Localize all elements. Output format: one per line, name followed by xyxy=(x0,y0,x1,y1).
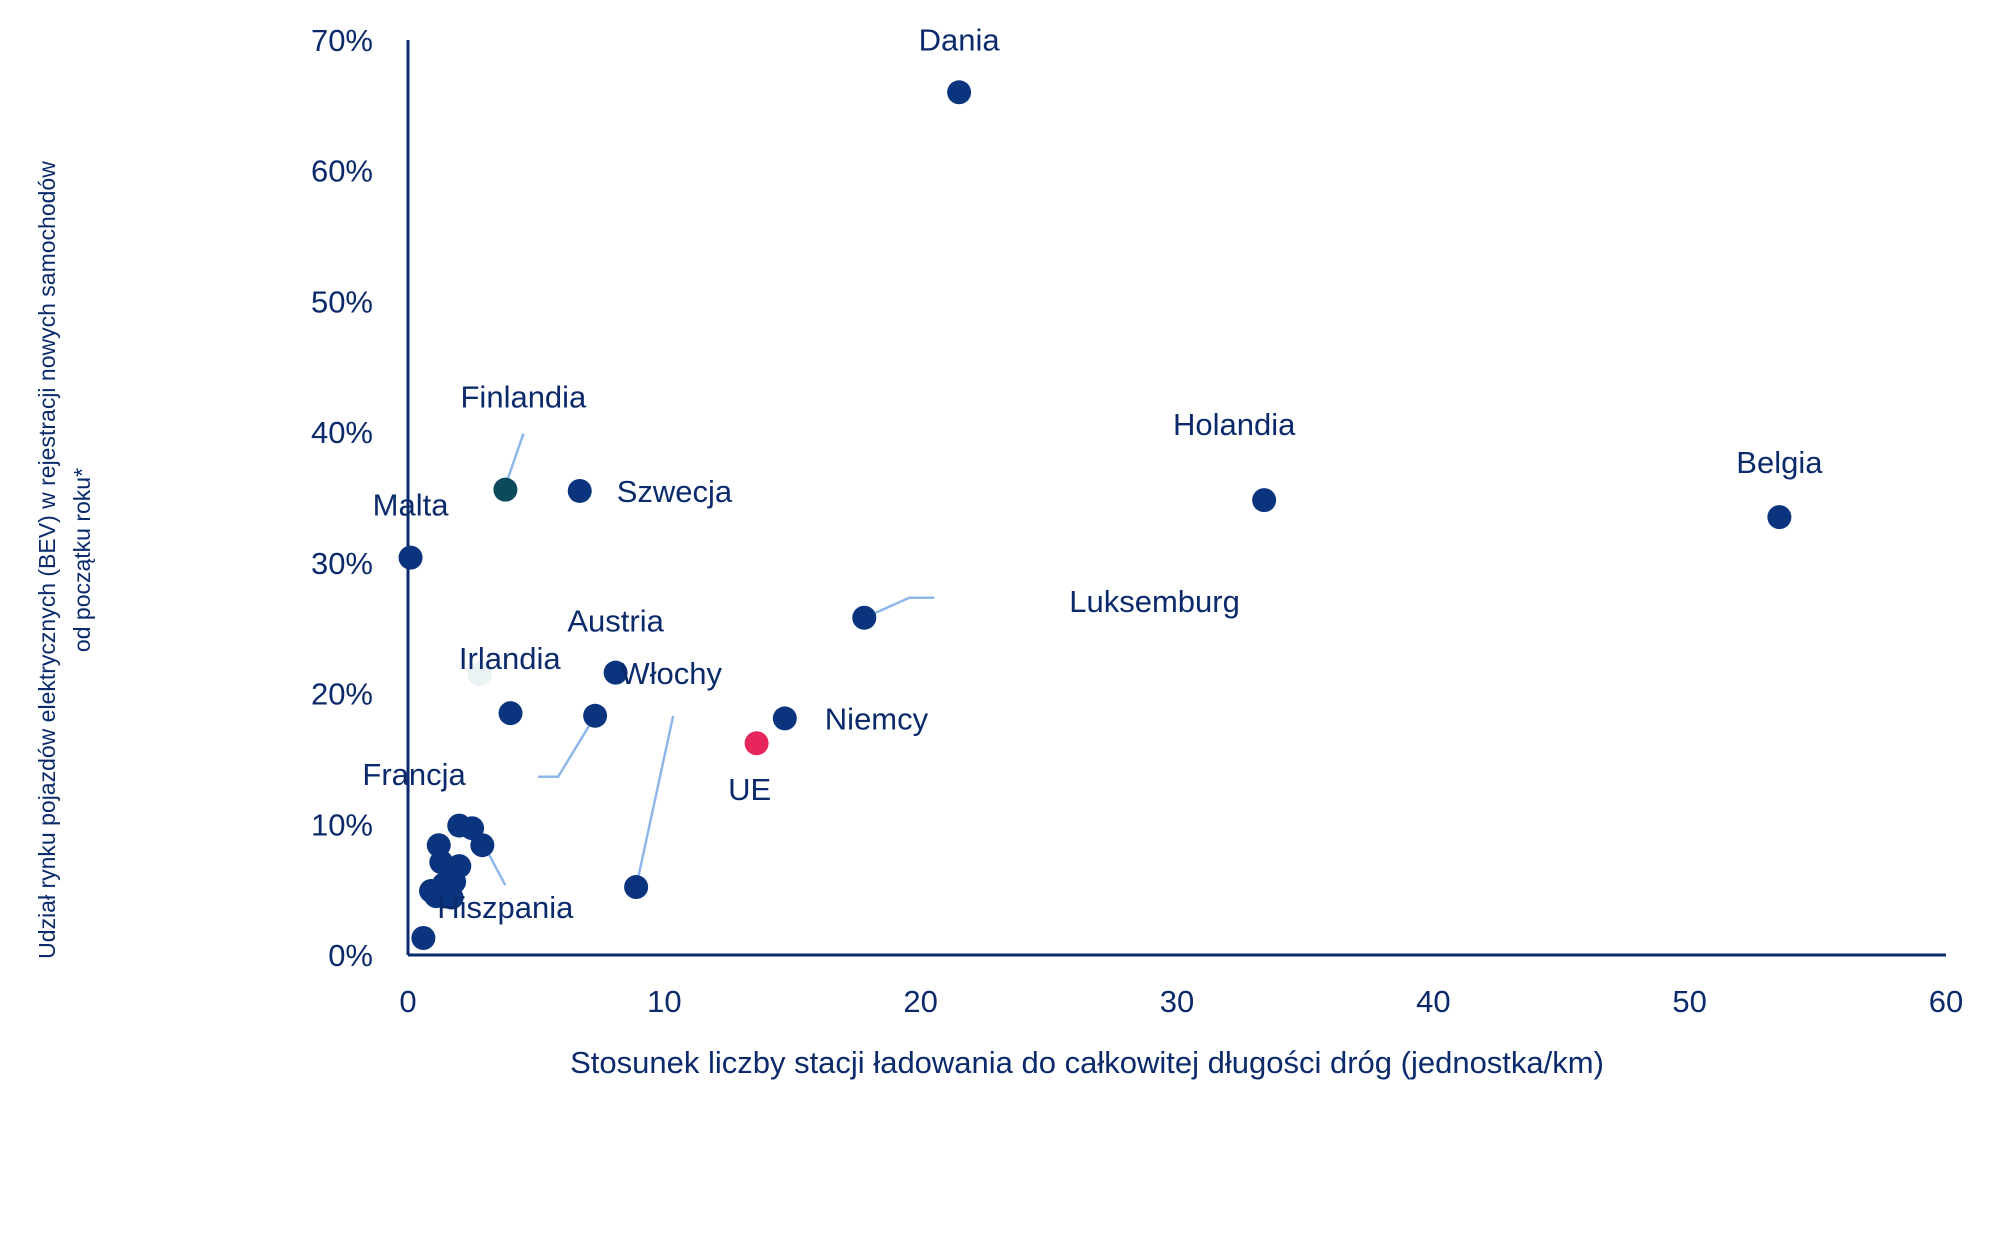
y-tick-label: 10% xyxy=(311,807,373,842)
data-points xyxy=(398,80,1792,951)
y-tick-label: 50% xyxy=(311,284,373,319)
point-label: Dania xyxy=(919,22,1001,57)
y-axis-title-line-1: Udział rynku pojazdów elektrycznych (BEV… xyxy=(34,161,60,959)
leader-line xyxy=(538,715,597,779)
y-axis-title-line-2: od początku roku* xyxy=(69,468,95,652)
point-labels: Dania Belgia Holandia Luksemburg Finlandia Sz… xyxy=(362,22,1823,925)
y-tick-label: 20% xyxy=(311,677,373,712)
data-point-ue xyxy=(744,731,769,756)
data-point-luksemburg xyxy=(852,605,877,630)
x-tick-label: 60 xyxy=(1929,984,1963,1019)
y-tick-label: 30% xyxy=(311,546,373,581)
data-point-malta xyxy=(398,545,423,570)
x-tick-label: 0 xyxy=(399,984,416,1019)
data-point-szwecja xyxy=(567,478,592,503)
data-point-holandia xyxy=(1252,488,1277,513)
point-label: UE xyxy=(728,772,771,807)
x-tick-label: 10 xyxy=(647,984,681,1019)
data-point xyxy=(429,850,454,875)
x-tick-label: 20 xyxy=(903,984,937,1019)
leader-line xyxy=(863,596,935,619)
point-label: Irlandia xyxy=(459,641,561,676)
x-tick-label: 30 xyxy=(1160,984,1194,1019)
point-label: Austria xyxy=(567,604,664,639)
point-label: Belgia xyxy=(1736,445,1823,480)
point-label: Holandia xyxy=(1173,407,1296,442)
data-point-irlandia xyxy=(467,661,492,686)
point-label: Włochy xyxy=(620,656,722,691)
point-label: Niemcy xyxy=(825,701,929,736)
x-axis-title: Stosunek liczby stacji ładowania do całk… xyxy=(570,1045,1604,1080)
y-tick-labels: 0% 10% 20% 30% 40% 50% 60% 70% xyxy=(311,23,373,973)
y-axis-title: Udział rynku pojazdów elektrycznych (BEV… xyxy=(34,161,95,959)
point-label: Francja xyxy=(362,757,466,792)
data-point xyxy=(411,926,436,951)
data-point-włochy xyxy=(624,875,649,900)
axes xyxy=(406,40,1946,957)
leader-line xyxy=(634,715,675,888)
point-label: Malta xyxy=(373,488,450,523)
point-label: Hiszpania xyxy=(437,890,574,925)
y-tick-label: 40% xyxy=(311,415,373,450)
data-point-austria xyxy=(603,660,628,685)
y-tick-label: 60% xyxy=(311,154,373,189)
data-point-dania xyxy=(947,80,972,105)
y-tick-label: 70% xyxy=(311,23,373,58)
data-point xyxy=(439,885,464,910)
leader-line xyxy=(504,433,525,487)
x-tick-label: 40 xyxy=(1416,984,1450,1019)
data-point-francja xyxy=(583,703,608,728)
data-point-finlandia xyxy=(493,477,518,502)
data-point-niemcy xyxy=(772,706,797,731)
point-label: Finlandia xyxy=(461,380,588,415)
data-point xyxy=(460,816,485,841)
data-point-belgia xyxy=(1767,505,1792,530)
data-point xyxy=(498,701,523,726)
point-label: Szwecja xyxy=(617,474,733,509)
x-tick-labels: 0 10 20 30 40 50 60 xyxy=(399,984,1963,1019)
x-tick-label: 50 xyxy=(1672,984,1706,1019)
y-tick-label: 0% xyxy=(328,938,373,973)
point-label: Luksemburg xyxy=(1069,584,1240,619)
